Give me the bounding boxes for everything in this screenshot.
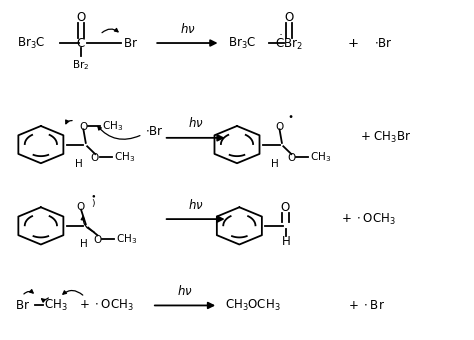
Text: $\mathrm{CH_3}$: $\mathrm{CH_3}$ (102, 119, 124, 133)
Text: $+\ \cdot\mathrm{Br}$: $+\ \cdot\mathrm{Br}$ (348, 299, 385, 312)
Text: $\mathrm{H}$: $\mathrm{H}$ (281, 235, 291, 248)
Text: $\mathrm{H}$: $\mathrm{H}$ (74, 157, 83, 169)
Text: $\mathrm{Br_3C}$: $\mathrm{Br_3C}$ (228, 35, 255, 51)
Text: $\mathrm{CH_3}$: $\mathrm{CH_3}$ (117, 232, 138, 245)
Text: $\mathrm{CH_3}$: $\mathrm{CH_3}$ (44, 298, 68, 313)
Text: $+\ \mathrm{CH_3Br}$: $+\ \mathrm{CH_3Br}$ (360, 130, 411, 146)
FancyArrowPatch shape (42, 298, 48, 302)
Text: $\mathrm{\dot{C}Br_2}$: $\mathrm{\dot{C}Br_2}$ (275, 34, 303, 52)
Text: $\mathrm{O}$: $\mathrm{O}$ (283, 11, 294, 24)
Text: $\mathrm{O}$: $\mathrm{O}$ (79, 120, 88, 132)
Text: $\mathrm{CH_3OCH_3}$: $\mathrm{CH_3OCH_3}$ (225, 298, 281, 313)
Text: $\mathrm{O}$: $\mathrm{O}$ (275, 120, 284, 132)
Text: $\mathrm{O}$: $\mathrm{O}$ (287, 152, 296, 164)
Text: $\mathrm{O}$: $\mathrm{O}$ (76, 11, 86, 24)
Text: $\mathrm{O}$: $\mathrm{O}$ (91, 152, 100, 164)
FancyArrowPatch shape (63, 290, 83, 295)
FancyArrowPatch shape (98, 126, 140, 139)
Text: $\mathrm{H}$: $\mathrm{H}$ (271, 157, 279, 169)
FancyArrowPatch shape (66, 120, 72, 124)
Text: $h\nu$: $h\nu$ (188, 198, 203, 211)
Text: $\mathrm{CH_3}$: $\mathrm{CH_3}$ (114, 151, 136, 164)
Text: $\mathrm{O}$: $\mathrm{O}$ (76, 200, 86, 211)
Text: $\mathrm{O}$: $\mathrm{O}$ (280, 201, 291, 214)
Text: $\mathrm{Br_3C}$: $\mathrm{Br_3C}$ (17, 35, 46, 51)
Text: $\cdot\mathrm{Br}$: $\cdot\mathrm{Br}$ (374, 36, 393, 50)
Text: $\bullet$: $\bullet$ (90, 191, 96, 201)
Text: $\mathrm{CH_3}$: $\mathrm{CH_3}$ (310, 151, 331, 164)
Text: $\bullet$: $\bullet$ (287, 110, 293, 120)
Text: $+\ \cdot\mathrm{OCH_3}$: $+\ \cdot\mathrm{OCH_3}$ (79, 298, 134, 313)
Text: $\mathrm{Br}$: $\mathrm{Br}$ (123, 36, 137, 50)
Text: $\mathrm{Br_2}$: $\mathrm{Br_2}$ (73, 58, 90, 72)
Text: $\mathrm{C}$: $\mathrm{C}$ (76, 36, 86, 50)
Text: $\mathrm{)}$: $\mathrm{)}$ (91, 197, 96, 209)
Text: $\mathrm{O}$: $\mathrm{O}$ (93, 233, 102, 245)
Text: $+$: $+$ (347, 36, 359, 50)
Text: $+\ \cdot\mathrm{OCH_3}$: $+\ \cdot\mathrm{OCH_3}$ (341, 211, 396, 227)
Text: $\cdot\mathrm{Br}$: $\cdot\mathrm{Br}$ (145, 124, 164, 138)
FancyArrowPatch shape (102, 29, 118, 33)
FancyArrowPatch shape (81, 217, 94, 232)
Text: $\mathrm{Br}$: $\mathrm{Br}$ (15, 299, 30, 312)
FancyArrowPatch shape (24, 290, 33, 294)
Text: $\mathrm{H}$: $\mathrm{H}$ (79, 237, 88, 249)
Text: $h\nu$: $h\nu$ (180, 21, 195, 36)
Text: $h\nu$: $h\nu$ (188, 116, 203, 130)
Text: $h\nu$: $h\nu$ (177, 284, 193, 298)
